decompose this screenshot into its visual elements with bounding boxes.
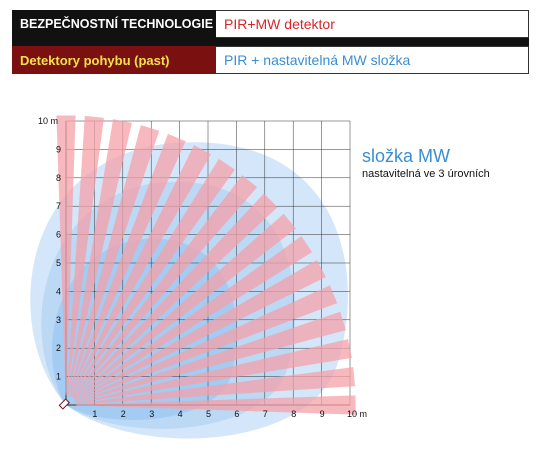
axis-ticks: 1 2 3 4 5 6 7 8 9 10 m 1 2 3 4 5 6 7 8 9 10 m <box>38 116 367 419</box>
pir-beam <box>75 339 352 404</box>
pir-beam <box>73 213 296 399</box>
y-tick-label: 1 <box>56 372 61 382</box>
y-tick-label: 10 m <box>38 116 58 126</box>
pir-beam <box>75 395 356 415</box>
x-tick-label: 6 <box>234 409 239 419</box>
x-tick-label: 8 <box>291 409 296 419</box>
category-label: BEZPEČNOSTNÍ TECHNOLOGIE <box>12 10 216 38</box>
x-tick-label: 1 <box>92 409 97 419</box>
pir-beam <box>68 125 160 396</box>
y-tick-label: 2 <box>56 343 61 353</box>
header-row-2: Detektory pohybu (past) PIR + nastavitel… <box>12 46 529 74</box>
y-tick-label: 6 <box>56 230 61 240</box>
header-row-1: BEZPEČNOSTNÍ TECHNOLOGIE PIR+MW detektor <box>12 10 529 38</box>
mw-legend-title: složka MW <box>362 146 451 166</box>
mw-legend-subtitle: nastavitelná ve 3 úrovních <box>362 168 490 180</box>
x-tick-label: 7 <box>263 409 268 419</box>
y-tick-label: 5 <box>56 258 61 268</box>
y-tick-label: 7 <box>56 201 61 211</box>
pir-beam <box>75 285 338 402</box>
y-tick-label: 9 <box>56 144 61 154</box>
pir-beam <box>67 119 132 396</box>
sensor-icon <box>58 398 70 410</box>
product-name: PIR+MW detektor <box>216 10 529 38</box>
pir-beam <box>70 145 211 397</box>
pir-beam <box>75 311 346 403</box>
pir-beam <box>74 260 326 401</box>
x-tick-label: 2 <box>121 409 126 419</box>
pir-beam <box>66 115 104 396</box>
y-tick-label: 3 <box>56 315 61 325</box>
x-tick-label: 5 <box>206 409 211 419</box>
x-tick-label: 3 <box>149 409 154 419</box>
pir-beam <box>69 133 186 396</box>
pir-beam <box>72 193 278 399</box>
x-tick-label: 9 <box>320 409 325 419</box>
x-tick-label: 10 m <box>347 409 367 419</box>
pir-beam <box>71 158 235 397</box>
pir-beam <box>74 236 313 400</box>
y-tick-label: 4 <box>56 286 61 296</box>
x-tick-label: 4 <box>178 409 183 419</box>
subcategory-label: Detektory pohybu (past) <box>12 46 216 74</box>
pir-beam <box>72 175 258 398</box>
sensor <box>58 398 70 410</box>
pir-zones <box>56 115 356 415</box>
pir-beam <box>56 115 76 396</box>
pir-beam <box>75 367 356 405</box>
y-tick-label: 8 <box>56 173 61 183</box>
header-divider <box>12 38 529 46</box>
product-description: PIR + nastavitelná MW složka <box>216 46 529 74</box>
